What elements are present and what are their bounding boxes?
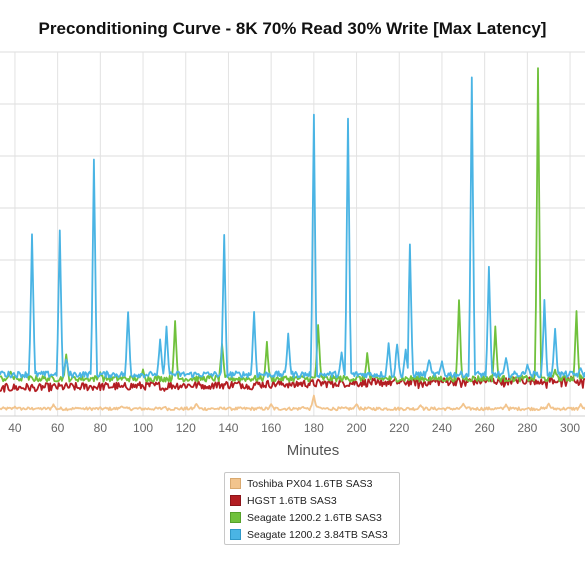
x-tick-label: 220 — [389, 421, 409, 435]
x-tick-label: 160 — [261, 421, 281, 435]
x-tick-label: 60 — [51, 421, 65, 435]
x-axis-title: Minutes — [287, 442, 340, 459]
x-tick-label: 120 — [176, 421, 196, 435]
x-tick-label: 200 — [347, 421, 367, 435]
legend-item-toshiba[interactable]: Toshiba PX04 1.6TB SAS3 — [225, 475, 399, 492]
x-tick-label: 260 — [475, 421, 495, 435]
x-tick-label: 180 — [304, 421, 324, 435]
legend-item-hgst[interactable]: HGST 1.6TB SAS3 — [225, 492, 399, 509]
series-line-seagate-3-84tb — [0, 76, 585, 379]
legend-item-seagate-3-84tb[interactable]: Seagate 1200.2 3.84TB SAS3 — [225, 526, 399, 543]
legend-item-seagate-1-6tb[interactable]: Seagate 1200.2 1.6TB SAS3 — [225, 509, 399, 526]
series-layer — [0, 67, 585, 412]
legend-swatch-hgst — [230, 495, 241, 506]
x-axis-tick-labels: 40 60 80 100 120 140 160 180 200 220 240 260 280 300 — [8, 421, 580, 435]
x-tick-label: 280 — [517, 421, 537, 435]
legend-label-seagate-3-84tb: Seagate 1200.2 3.84TB SAS3 — [247, 528, 388, 541]
legend-swatch-seagate-3-84tb — [230, 529, 241, 540]
x-tick-label: 240 — [432, 421, 452, 435]
x-tick-label: 300 — [560, 421, 580, 435]
series-line-toshiba — [0, 394, 585, 412]
legend[interactable]: Toshiba PX04 1.6TB SAS3 HGST 1.6TB SAS3 … — [224, 472, 400, 545]
legend-label-seagate-1-6tb: Seagate 1200.2 1.6TB SAS3 — [247, 511, 382, 524]
x-tick-label: 40 — [8, 421, 22, 435]
x-tick-label: 140 — [218, 421, 238, 435]
chart-title: Preconditioning Curve - 8K 70% Read 30% … — [38, 19, 547, 38]
x-tick-label: 80 — [94, 421, 108, 435]
legend-swatch-seagate-1-6tb — [230, 512, 241, 523]
legend-label-toshiba: Toshiba PX04 1.6TB SAS3 — [247, 477, 373, 490]
series-line-seagate-1-6tb — [0, 67, 585, 383]
legend-label-hgst: HGST 1.6TB SAS3 — [247, 494, 337, 507]
legend-swatch-toshiba — [230, 478, 241, 489]
x-tick-label: 100 — [133, 421, 153, 435]
